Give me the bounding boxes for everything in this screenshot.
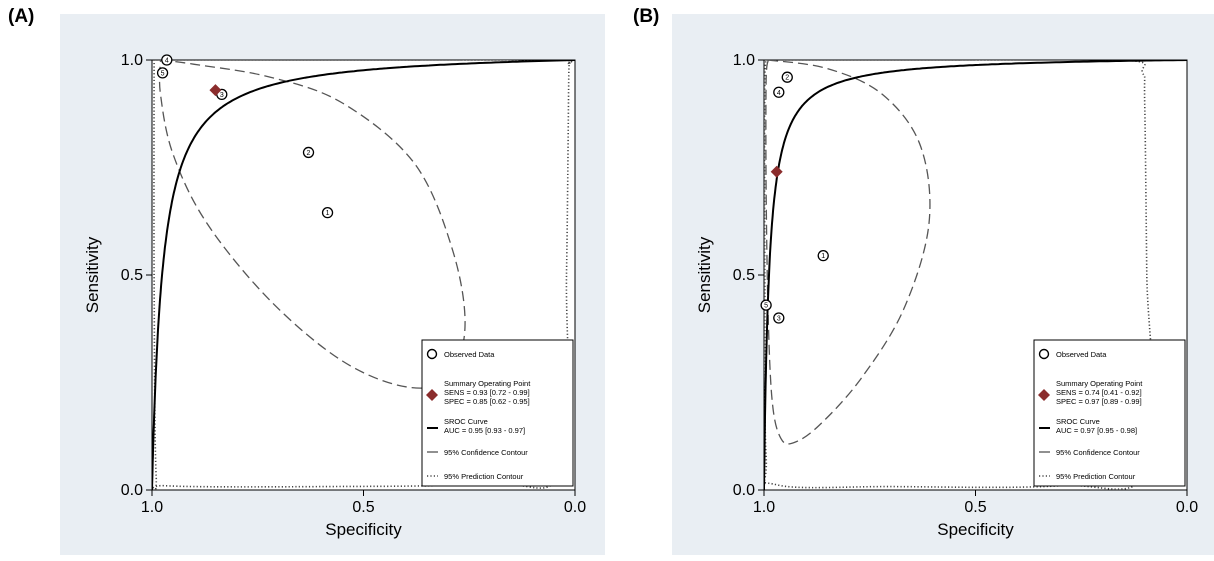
- observed-point-label: 2: [785, 75, 789, 82]
- x-tick-label: 0.5: [964, 499, 986, 516]
- legend-box: [421, 339, 574, 487]
- observed-point: [817, 249, 829, 262]
- y-axis-title: Sensitivity: [83, 236, 102, 313]
- observed-point: [781, 71, 793, 83]
- legend-observed-label: Observed Data: [444, 350, 495, 359]
- sroc-chart-b: 1.0 0.5 0.0 0.0 0.5 1.0 Specificity Sensitivity…: [695, 52, 1198, 539]
- x-axis-title: Specificity: [325, 520, 402, 539]
- chart-panel-b: 1.0 0.5 0.0 0.0 0.5 1.0 Specificity Sensitivity…: [672, 14, 1214, 555]
- legend-prediction-label: 95% Prediction Contour: [444, 472, 524, 481]
- legend-sroc-auc: AUC = 0.95 [0.93 - 0.97]: [444, 426, 525, 435]
- legend-observed-label: Observed Data: [1056, 350, 1107, 359]
- legend-observed-symbol: [426, 348, 438, 360]
- legend-confidence-label: 95% Confidence Contour: [444, 448, 528, 457]
- y-axis-title: Sensitivity: [695, 236, 714, 313]
- plot-content: [764, 60, 1187, 490]
- observed-point-label: 1: [326, 210, 330, 217]
- observed-point-label: 3: [777, 316, 781, 323]
- y-tick-label: 0.0: [733, 482, 755, 499]
- confidence-contour: [765, 60, 931, 445]
- observed-point-label: 4: [777, 90, 781, 97]
- observed-point-label: 5: [764, 303, 768, 310]
- legend-sroc-auc: AUC = 0.97 [0.95 - 0.98]: [1056, 426, 1137, 435]
- x-tick-label: 0.0: [1176, 499, 1198, 516]
- legend-summary-symbol: [426, 389, 438, 401]
- x-axis-title: Specificity: [937, 520, 1014, 539]
- legend-sroc-title: SROC Curve: [1056, 417, 1100, 426]
- observed-point-label: 3: [220, 92, 224, 99]
- observed-point: [760, 299, 772, 311]
- observed-point: [156, 67, 169, 79]
- legend-prediction-label: 95% Prediction Contour: [1056, 472, 1136, 481]
- sroc-curve: [764, 60, 1187, 490]
- panel-label-a: (A): [8, 6, 35, 27]
- chart-panel-a: 1.0 0.5 0.0 0.0 0.5 1.0 Specificity Sensitivity…: [60, 14, 605, 555]
- x-tick-label: 0.0: [564, 499, 586, 516]
- x-tick-label: 1.0: [753, 499, 775, 516]
- legend-summary-sens: SENS = 0.93 [0.72 - 0.99]: [444, 388, 530, 397]
- x-tick-label: 1.0: [141, 499, 163, 516]
- legend-confidence-label: 95% Confidence Contour: [1056, 448, 1140, 457]
- observed-point: [321, 206, 334, 219]
- panel-label-b: (B): [633, 6, 660, 27]
- observed-point: [161, 54, 173, 66]
- sroc-curve: [152, 60, 575, 490]
- summary-operating-point: [209, 84, 222, 97]
- legend-observed-symbol: [1038, 348, 1050, 360]
- legend-summary-title: Summary Operating Point: [444, 379, 531, 388]
- legend-summary-spec: SPEC = 0.97 [0.89 - 0.99]: [1056, 397, 1142, 406]
- observed-point-label: 1: [821, 253, 825, 260]
- legend-box: [1033, 339, 1186, 487]
- y-tick-label: 0.0: [121, 482, 143, 499]
- observed-point-label: 5: [161, 70, 165, 77]
- y-tick-label: 0.5: [733, 267, 755, 284]
- observed-point: [773, 312, 785, 324]
- x-tick-label: 0.5: [352, 499, 374, 516]
- legend-summary-sens: SENS = 0.74 [0.41 - 0.92]: [1056, 388, 1142, 397]
- summary-operating-point: [770, 165, 783, 178]
- y-tick-label: 1.0: [733, 52, 755, 69]
- legend-summary-symbol: [1038, 389, 1050, 401]
- observed-point: [773, 86, 785, 98]
- observed-point-label: 2: [307, 150, 311, 157]
- legend-summary-title: Summary Operating Point: [1056, 379, 1143, 388]
- legend-summary-spec: SPEC = 0.85 [0.62 - 0.95]: [444, 397, 530, 406]
- y-tick-label: 0.5: [121, 267, 143, 284]
- sroc-chart-a: 1.0 0.5 0.0 0.0 0.5 1.0 Specificity Sensitivity…: [83, 52, 586, 539]
- observed-point-label: 4: [165, 58, 169, 65]
- y-tick-label: 1.0: [121, 52, 143, 69]
- legend-sroc-title: SROC Curve: [444, 417, 488, 426]
- observed-point: [302, 146, 315, 159]
